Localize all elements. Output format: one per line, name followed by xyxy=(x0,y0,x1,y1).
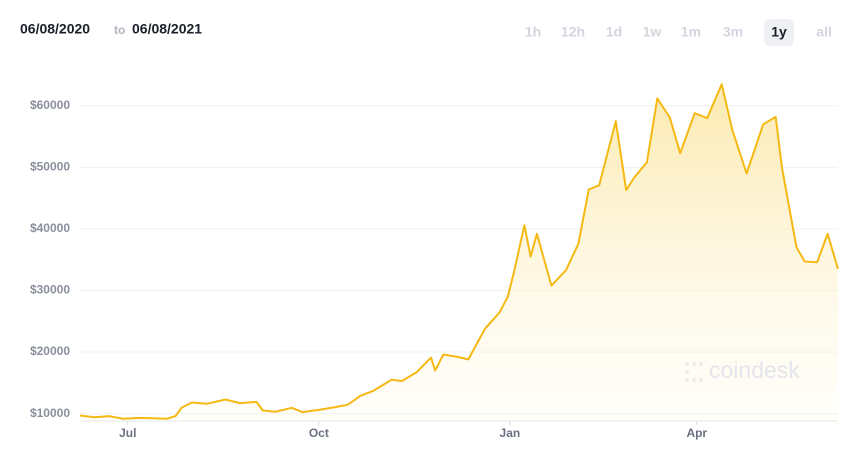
y-tick-label: $20000 xyxy=(30,344,70,358)
area xyxy=(80,84,838,421)
range-button[interactable]: 1m xyxy=(681,24,701,40)
x-tick-label: Jan xyxy=(500,426,521,440)
range-separator: to xyxy=(114,23,125,37)
x-tick-label: Apr xyxy=(686,426,707,440)
range-button[interactable]: 12h xyxy=(561,24,585,40)
price-line xyxy=(79,83,839,420)
y-tick-label: $30000 xyxy=(30,283,70,297)
y-tick-label: $40000 xyxy=(30,221,70,235)
range-button[interactable]: 1h xyxy=(525,24,541,40)
y-tick-label: $60000 xyxy=(30,98,70,112)
range-button[interactable]: all xyxy=(816,24,832,40)
range-button[interactable]: 3m xyxy=(723,24,743,40)
range-button[interactable]: 1w xyxy=(643,24,662,40)
watermark-text: coindesk xyxy=(709,357,800,383)
y-tick-label: $10000 xyxy=(30,406,70,420)
range-button[interactable]: 1d xyxy=(606,24,622,40)
range-button[interactable]: 1y xyxy=(771,24,787,40)
x-tick-label: Oct xyxy=(309,426,329,440)
x-tick-label: Jul xyxy=(119,426,136,440)
start-date: 06/08/2020 xyxy=(20,21,90,37)
selected-range-bg xyxy=(764,19,794,46)
y-tick-label: $50000 xyxy=(30,160,70,174)
end-date: 06/08/2021 xyxy=(132,21,202,37)
